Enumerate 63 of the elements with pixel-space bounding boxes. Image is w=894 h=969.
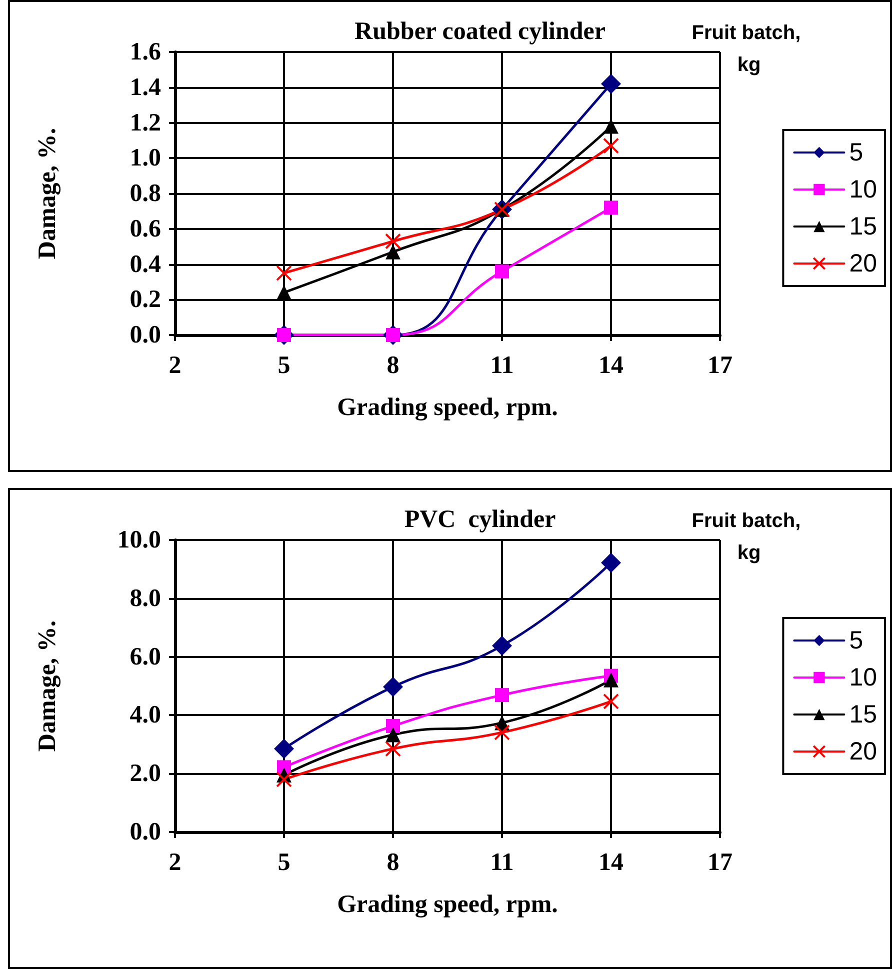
point xyxy=(276,771,292,788)
x-tick-label: 11 xyxy=(490,849,514,876)
y-tick-label: 0.8 xyxy=(130,180,161,207)
point xyxy=(492,636,512,656)
point xyxy=(601,552,621,573)
y-tick-label: 0.0 xyxy=(130,818,161,846)
point xyxy=(604,672,618,688)
x-tick-label: 2 xyxy=(168,352,182,379)
x-tick-label: 17 xyxy=(708,352,732,379)
y-tick-label: 8.0 xyxy=(130,584,161,612)
legend-title: Fruit batch, kg xyxy=(692,22,806,76)
point xyxy=(386,719,400,734)
y-tick-label: 1.6 xyxy=(130,38,161,66)
y-tick-label: 0.2 xyxy=(130,286,161,314)
chart-title: PVC cylinder xyxy=(404,506,556,533)
legend-label: 15 xyxy=(849,700,878,728)
legend-label: 20 xyxy=(849,250,878,278)
y-tick-label: 0.4 xyxy=(130,250,162,278)
point xyxy=(604,200,618,215)
y-tick-label: 1.4 xyxy=(130,74,162,101)
x-axis-title: Grading speed, rpm. xyxy=(337,891,558,918)
x-tick-label: 14 xyxy=(598,849,624,876)
point xyxy=(495,688,509,702)
chart-title: Rubber coated cylinder xyxy=(354,18,606,45)
legend-title: Fruit batch, kg xyxy=(692,510,806,564)
point xyxy=(604,118,618,134)
point xyxy=(385,740,401,757)
point xyxy=(386,727,400,742)
y-tick-label: 10.0 xyxy=(117,526,161,554)
y-tick-label: 4.0 xyxy=(130,702,161,729)
point xyxy=(494,724,510,740)
legend-label: 5 xyxy=(849,626,864,654)
y-axis-title: Damage, %. xyxy=(34,128,61,260)
x-tick-label: 5 xyxy=(278,849,290,876)
legend-label: 10 xyxy=(849,176,878,204)
x-tick-label: 2 xyxy=(168,849,182,876)
x-axis-title: Grading speed, rpm. xyxy=(337,394,558,421)
point xyxy=(276,265,292,282)
x-tick-label: 14 xyxy=(598,352,624,379)
x-tick-label: 17 xyxy=(708,849,732,876)
legend-label: 5 xyxy=(849,138,864,166)
point xyxy=(495,264,509,278)
point xyxy=(276,285,292,300)
legend-label: 15 xyxy=(849,212,878,240)
point xyxy=(603,693,619,710)
y-tick-label: 1.2 xyxy=(130,109,161,136)
y-tick-label: 0.0 xyxy=(130,322,161,348)
point xyxy=(274,738,294,759)
y-tick-label: 1.0 xyxy=(130,144,161,172)
x-tick-label: 8 xyxy=(386,849,400,876)
y-tick-label: 0.6 xyxy=(130,215,161,242)
point xyxy=(603,138,619,154)
x-tick-label: 11 xyxy=(490,352,514,379)
x-tick-label: 8 xyxy=(386,352,400,379)
point xyxy=(385,233,401,250)
legend-label: 20 xyxy=(849,738,878,766)
point xyxy=(383,676,403,697)
y-tick-label: 2.0 xyxy=(130,760,161,788)
x-tick-label: 5 xyxy=(278,352,290,379)
y-tick-label: 6.0 xyxy=(130,643,161,670)
y-axis-title: Damage, %. xyxy=(34,620,61,752)
legend-label: 10 xyxy=(849,664,878,692)
point xyxy=(601,74,621,94)
